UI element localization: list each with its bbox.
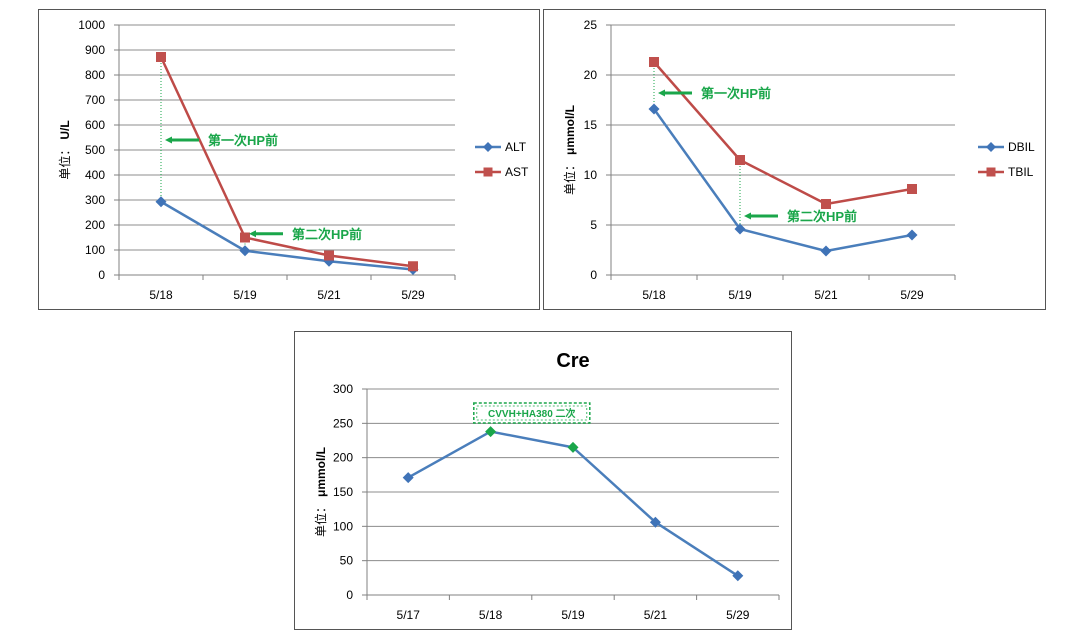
bilirubin-series-line-dbil: [652, 108, 913, 253]
liver-enzymes-annotation-arrow-head: [165, 136, 172, 144]
creatinine-chart: Cre 0 50 100 150 200 250 300 5/17 5/18 5/19 5/21 5/2…: [313, 350, 780, 622]
liver-enzymes-y-tick-label: 0: [98, 268, 105, 282]
liver-enzymes-annotation-label: 第二次HP前: [292, 227, 362, 242]
liver-enzymes-point-alt: [155, 196, 167, 208]
liver-enzymes-point-ast: [156, 52, 166, 62]
bilirubin-y-axis-label-prefix: 单位：: [562, 159, 577, 195]
liver-enzymes-legend-label-ast: AST: [505, 165, 529, 179]
bilirubin-legend-marker-tbil: [986, 167, 996, 177]
liver-enzymes-series-line-alt: [160, 200, 414, 271]
bilirubin-y-tick-label: 25: [584, 18, 598, 32]
bilirubin-chart: 0 5 10 15 20 25 5/18 5/19 5/21 5/29 单位： μmmol/L 第一次H…: [562, 18, 1035, 302]
liver-enzymes-chart: 0 100 200 300 400 500 600 700 800 900 1000 5/18 5/19…: [57, 18, 529, 302]
liver-enzymes-y-tick-label: 300: [85, 193, 105, 207]
bilirubin-point-tbil: [907, 184, 917, 194]
liver-enzymes-y-tick-label: 600: [85, 118, 105, 132]
creatinine-y-tick-label: 200: [333, 451, 353, 465]
liver-enzymes-x-tick-label: 5/18: [149, 288, 173, 302]
creatinine-x-tick-label: 5/21: [644, 608, 668, 622]
liver-enzymes-y-tick-label: 700: [85, 93, 105, 107]
creatinine-x-tick-label: 5/18: [479, 608, 503, 622]
creatinine-y-tick-label: 0: [346, 588, 353, 602]
bilirubin-point-tbil: [649, 57, 659, 67]
creatinine-x-tick-label: 5/19: [561, 608, 585, 622]
creatinine-point-cre: [567, 441, 579, 453]
liver-enzymes-y-axis-label-unit: U/L: [58, 120, 72, 139]
creatinine-y-tick-label: 250: [333, 416, 353, 430]
creatinine-y-tick-label: 100: [333, 519, 353, 533]
creatinine-point-cre: [485, 426, 497, 438]
bilirubin-annotation-label: 第二次HP前: [787, 209, 857, 224]
bilirubin-point-tbil: [735, 155, 745, 165]
liver-enzymes-y-tick-label: 1000: [78, 18, 105, 32]
creatinine-y-axis-label-unit: μmmol/L: [314, 447, 328, 497]
liver-enzymes-y-tick-label: 200: [85, 218, 105, 232]
creatinine-y-tick-label: 150: [333, 485, 353, 499]
bilirubin-y-tick-label: 20: [584, 68, 598, 82]
bilirubin-y-tick-label: 10: [584, 168, 598, 182]
bilirubin-annotation-arrow-head: [744, 212, 751, 220]
liver-enzymes-series-line-ast: [159, 56, 414, 268]
creatinine-annotation-box-inner: [476, 405, 588, 421]
bilirubin-y-tick-label: 15: [584, 118, 598, 132]
liver-enzymes-point-ast: [324, 250, 334, 261]
liver-enzymes-y-axis-label: 单位： U/L: [57, 120, 72, 179]
bilirubin-y-axis-label: 单位： μmmol/L: [562, 105, 577, 195]
liver-enzymes-annotation-arrow-head: [249, 230, 256, 238]
creatinine-point-cre: [649, 516, 661, 528]
liver-enzymes-x-tick-label: 5/19: [233, 288, 257, 302]
creatinine-y-axis-label-prefix: 单位：: [313, 501, 328, 537]
bilirubin-legend-marker-dbil: [986, 142, 996, 152]
creatinine-x-tick-label: 5/29: [726, 608, 750, 622]
bilirubin-annotation-arrow-head: [658, 89, 665, 97]
liver-enzymes-point-ast: [240, 232, 250, 243]
liver-enzymes-y-tick-label: 500: [85, 143, 105, 157]
bilirubin-annotation-label: 第一次HP前: [701, 86, 771, 101]
liver-enzymes-legend-label-alt: ALT: [505, 140, 527, 154]
creatinine-title: Cre: [556, 350, 589, 372]
liver-enzymes-x-tick-label: 5/21: [317, 288, 341, 302]
bilirubin-x-tick-label: 5/21: [814, 288, 838, 302]
creatinine-y-tick-label: 300: [333, 382, 353, 396]
bilirubin-x-tick-label: 5/18: [642, 288, 666, 302]
creatinine-point-cre: [402, 472, 414, 484]
liver-enzymes-y-tick-label: 400: [85, 168, 105, 182]
liver-enzymes-point-alt: [239, 245, 251, 257]
bilirubin-legend-label-tbil: TBIL: [1008, 165, 1034, 179]
creatinine-annotation-label: CVVH+HA380 二次: [488, 407, 576, 420]
bilirubin-y-tick-label: 0: [590, 268, 597, 282]
bilirubin-point-dbil: [906, 229, 918, 241]
liver-enzymes-annotation-label: 第一次HP前: [208, 133, 278, 148]
creatinine-x-tick-label: 5/17: [397, 608, 421, 622]
bilirubin-y-axis-label-unit: μmmol/L: [563, 105, 577, 155]
bilirubin-y-tick-label: 5: [590, 218, 597, 232]
liver-enzymes-y-tick-label: 100: [85, 243, 105, 257]
creatinine-y-axis-label: 单位： μmmol/L: [313, 447, 328, 537]
creatinine-point-cre: [732, 570, 744, 582]
creatinine-annotation-box: [473, 402, 591, 424]
liver-enzymes-legend-marker-ast: [483, 167, 493, 177]
chart-panel-liver-enzymes: 0 100 200 300 400 500 600 700 800 900 1000 5/18 5/19…: [38, 9, 540, 310]
bilirubin-point-dbil: [820, 245, 832, 257]
creatinine-y-tick-label: 50: [340, 554, 354, 568]
bilirubin-point-dbil: [648, 103, 660, 115]
liver-enzymes-point-ast: [408, 261, 418, 272]
bilirubin-legend-label-dbil: DBIL: [1008, 140, 1035, 154]
bilirubin-series-line-tbil: [653, 61, 913, 206]
bilirubin-x-tick-label: 5/29: [900, 288, 924, 302]
bilirubin-point-tbil: [821, 199, 831, 209]
chart-panel-creatinine: Cre 0 50 100 150 200 250 300 5/17 5/18 5/19 5/21 5/2…: [294, 331, 792, 630]
chart-panel-bilirubin: 0 5 10 15 20 25 5/18 5/19 5/21 5/29 单位： μmmol/L 第一次H…: [543, 9, 1046, 310]
bilirubin-x-tick-label: 5/19: [728, 288, 752, 302]
liver-enzymes-legend-marker-alt: [483, 142, 493, 152]
liver-enzymes-y-tick-label: 800: [85, 68, 105, 82]
liver-enzymes-y-tick-label: 900: [85, 43, 105, 57]
liver-enzymes-y-axis-label-prefix: 单位：: [57, 144, 72, 180]
creatinine-series-line-cre: [407, 430, 739, 577]
liver-enzymes-x-tick-label: 5/29: [401, 288, 425, 302]
bilirubin-point-dbil: [734, 223, 746, 235]
